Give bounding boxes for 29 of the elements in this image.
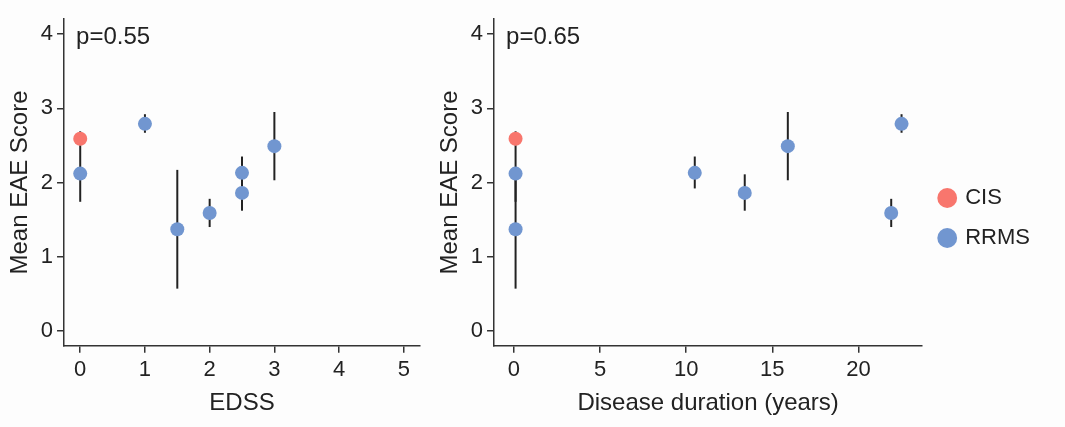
- annotation: p=0.65: [506, 21, 581, 49]
- x-tick-label: 5: [593, 356, 607, 382]
- x-tick-label: 5: [397, 356, 410, 382]
- x-tick-label: 3: [268, 356, 281, 382]
- x-tick-label: 0: [74, 356, 87, 382]
- x-tick-label: 10: [673, 356, 699, 382]
- x-axis-title: Disease duration (years): [577, 388, 839, 416]
- x-tick-label: 15: [760, 356, 785, 382]
- y-axis-title: Mean EAE Score: [5, 90, 33, 275]
- y-tick-label: 4: [40, 20, 54, 46]
- y-tick-label: 1: [470, 242, 484, 268]
- y-tick-label: 4: [470, 20, 484, 46]
- x-axis-title: EDSS: [209, 388, 275, 416]
- y-tick-label: 2: [470, 168, 484, 194]
- y-tick-label: 2: [40, 168, 54, 194]
- y-axis-title: Mean EAE Score: [435, 90, 463, 275]
- annotation: p=0.55: [76, 21, 151, 49]
- y-tick-label: 0: [470, 317, 484, 343]
- legend-label: CIS: [965, 184, 1002, 210]
- y-tick-label: 3: [40, 94, 54, 120]
- y-tick-label: 1: [40, 242, 54, 268]
- y-tick-label: 0: [40, 317, 54, 343]
- legend-label: RRMS: [965, 224, 1031, 250]
- x-tick-label: 20: [846, 356, 871, 382]
- x-tick-label: 2: [203, 356, 216, 382]
- x-tick-label: 4: [332, 356, 346, 382]
- x-tick-label: 1: [138, 356, 152, 382]
- y-tick-label: 3: [470, 94, 484, 120]
- x-tick-label: 0: [507, 356, 520, 382]
